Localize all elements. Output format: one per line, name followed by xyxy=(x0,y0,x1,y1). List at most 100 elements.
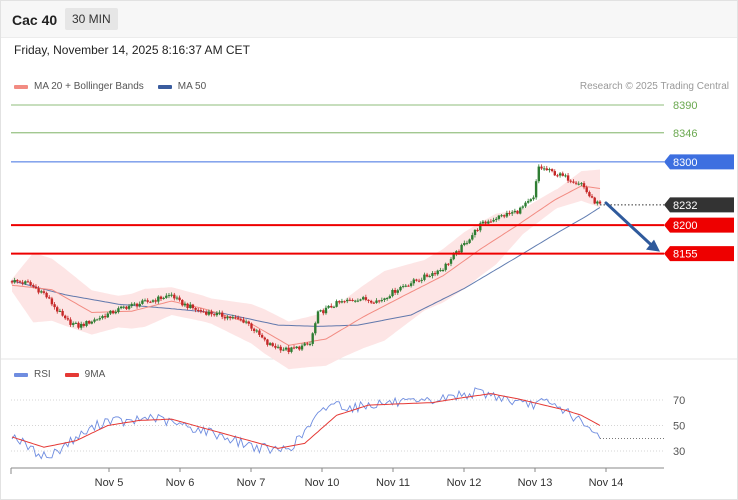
candle-body xyxy=(119,306,123,309)
candle-body xyxy=(199,310,203,312)
candle-body xyxy=(580,183,583,185)
candle-body xyxy=(457,251,461,253)
candle-body xyxy=(375,300,378,303)
candle-body xyxy=(473,229,477,235)
level-label-8232: 8232 xyxy=(673,200,697,212)
candle-body xyxy=(338,301,341,303)
candle-body xyxy=(247,321,250,324)
bollinger-band xyxy=(12,169,600,370)
candle-body xyxy=(226,316,229,319)
legend-label-ma20: MA 20 + Bollinger Bands xyxy=(34,81,144,92)
rsi-tick-label: 30 xyxy=(673,446,685,458)
candle-body xyxy=(221,312,224,317)
candle-body xyxy=(388,296,391,299)
candle-body xyxy=(319,310,322,312)
candle-body xyxy=(231,317,234,319)
candle-body xyxy=(433,273,437,275)
level-tag-8200 xyxy=(664,217,734,233)
legend-item-rsi-ma: 9MA xyxy=(64,369,106,380)
candle-body xyxy=(239,318,242,320)
candle-body xyxy=(354,300,357,302)
rsi-layer: 30 50 70 xyxy=(11,387,685,460)
candle-body xyxy=(24,281,27,284)
candle-body xyxy=(16,280,19,282)
candle-body xyxy=(372,302,375,304)
candle-body xyxy=(98,318,101,320)
candle-body xyxy=(260,334,264,338)
candle-body xyxy=(255,330,258,332)
rsi-tick-label: 50 xyxy=(673,421,685,433)
candle-body xyxy=(223,316,227,319)
candle-body xyxy=(393,290,397,293)
candle-body xyxy=(359,299,362,301)
candle-body xyxy=(133,303,136,305)
candle-body xyxy=(295,346,298,348)
candle-body xyxy=(311,333,314,344)
candle-body xyxy=(215,312,219,316)
candle-body xyxy=(287,347,290,352)
candle-body xyxy=(598,201,602,204)
candle-body xyxy=(415,279,418,281)
x-tick-label: Nov 12 xyxy=(447,477,482,489)
candle-body xyxy=(42,291,46,293)
candle-body xyxy=(207,311,211,315)
candle-body xyxy=(378,300,381,302)
candle-body xyxy=(237,317,240,319)
candle-body xyxy=(409,283,413,286)
candle-body xyxy=(157,296,160,302)
candle-body xyxy=(101,316,104,319)
candle-body xyxy=(167,295,171,297)
candle-body xyxy=(40,291,43,293)
candle-body xyxy=(343,301,346,303)
candle-body xyxy=(10,281,14,283)
candle-body xyxy=(276,346,280,348)
candle-body xyxy=(441,270,445,271)
candle-body xyxy=(189,304,192,308)
candle-body xyxy=(481,221,485,224)
legend-item-rsi: RSI xyxy=(14,369,51,380)
candle-body xyxy=(335,301,338,307)
candle-body xyxy=(21,282,24,284)
candle-body xyxy=(290,347,293,352)
candles-layer xyxy=(10,164,602,355)
candle-body xyxy=(292,347,296,349)
candle-body xyxy=(266,339,269,345)
candle-body xyxy=(138,303,141,307)
x-tick-label: Nov 11 xyxy=(376,477,410,489)
candle-body xyxy=(48,297,51,299)
candle-body xyxy=(404,285,407,287)
candle-body xyxy=(556,175,559,177)
interval-badge[interactable]: 30 MIN xyxy=(65,8,118,30)
candle-body xyxy=(330,305,333,308)
candle-body xyxy=(465,242,469,244)
candle-body xyxy=(32,285,35,287)
ma20-swatch xyxy=(14,84,28,89)
candle-body xyxy=(447,263,450,265)
candle-body xyxy=(332,306,336,308)
legend-label-rsi-ma: 9MA xyxy=(84,369,106,380)
candle-body xyxy=(194,308,197,310)
candle-body xyxy=(370,300,373,303)
candle-body xyxy=(444,263,447,270)
candle-body xyxy=(50,298,54,305)
candle-body xyxy=(391,290,394,297)
candle-body xyxy=(322,310,325,314)
candle-body xyxy=(553,171,556,176)
candle-body xyxy=(534,181,538,198)
x-axis: Nov 5 Nov 6 Nov 7 Nov 10 Nov 11 Nov 12 Nov 13 N… xyxy=(10,467,664,489)
candle-body xyxy=(356,300,360,302)
candle-body xyxy=(263,337,266,340)
candle-body xyxy=(346,299,349,302)
candle-body xyxy=(250,323,253,329)
candle-body xyxy=(173,294,176,299)
candle-body xyxy=(149,301,152,303)
candle-body xyxy=(542,168,546,170)
candle-body xyxy=(178,297,181,301)
candle-body xyxy=(213,314,216,316)
candle-body xyxy=(197,309,200,311)
level-label-8300: 8300 xyxy=(673,157,697,169)
candle-body xyxy=(37,288,40,293)
candle-body xyxy=(314,323,317,334)
